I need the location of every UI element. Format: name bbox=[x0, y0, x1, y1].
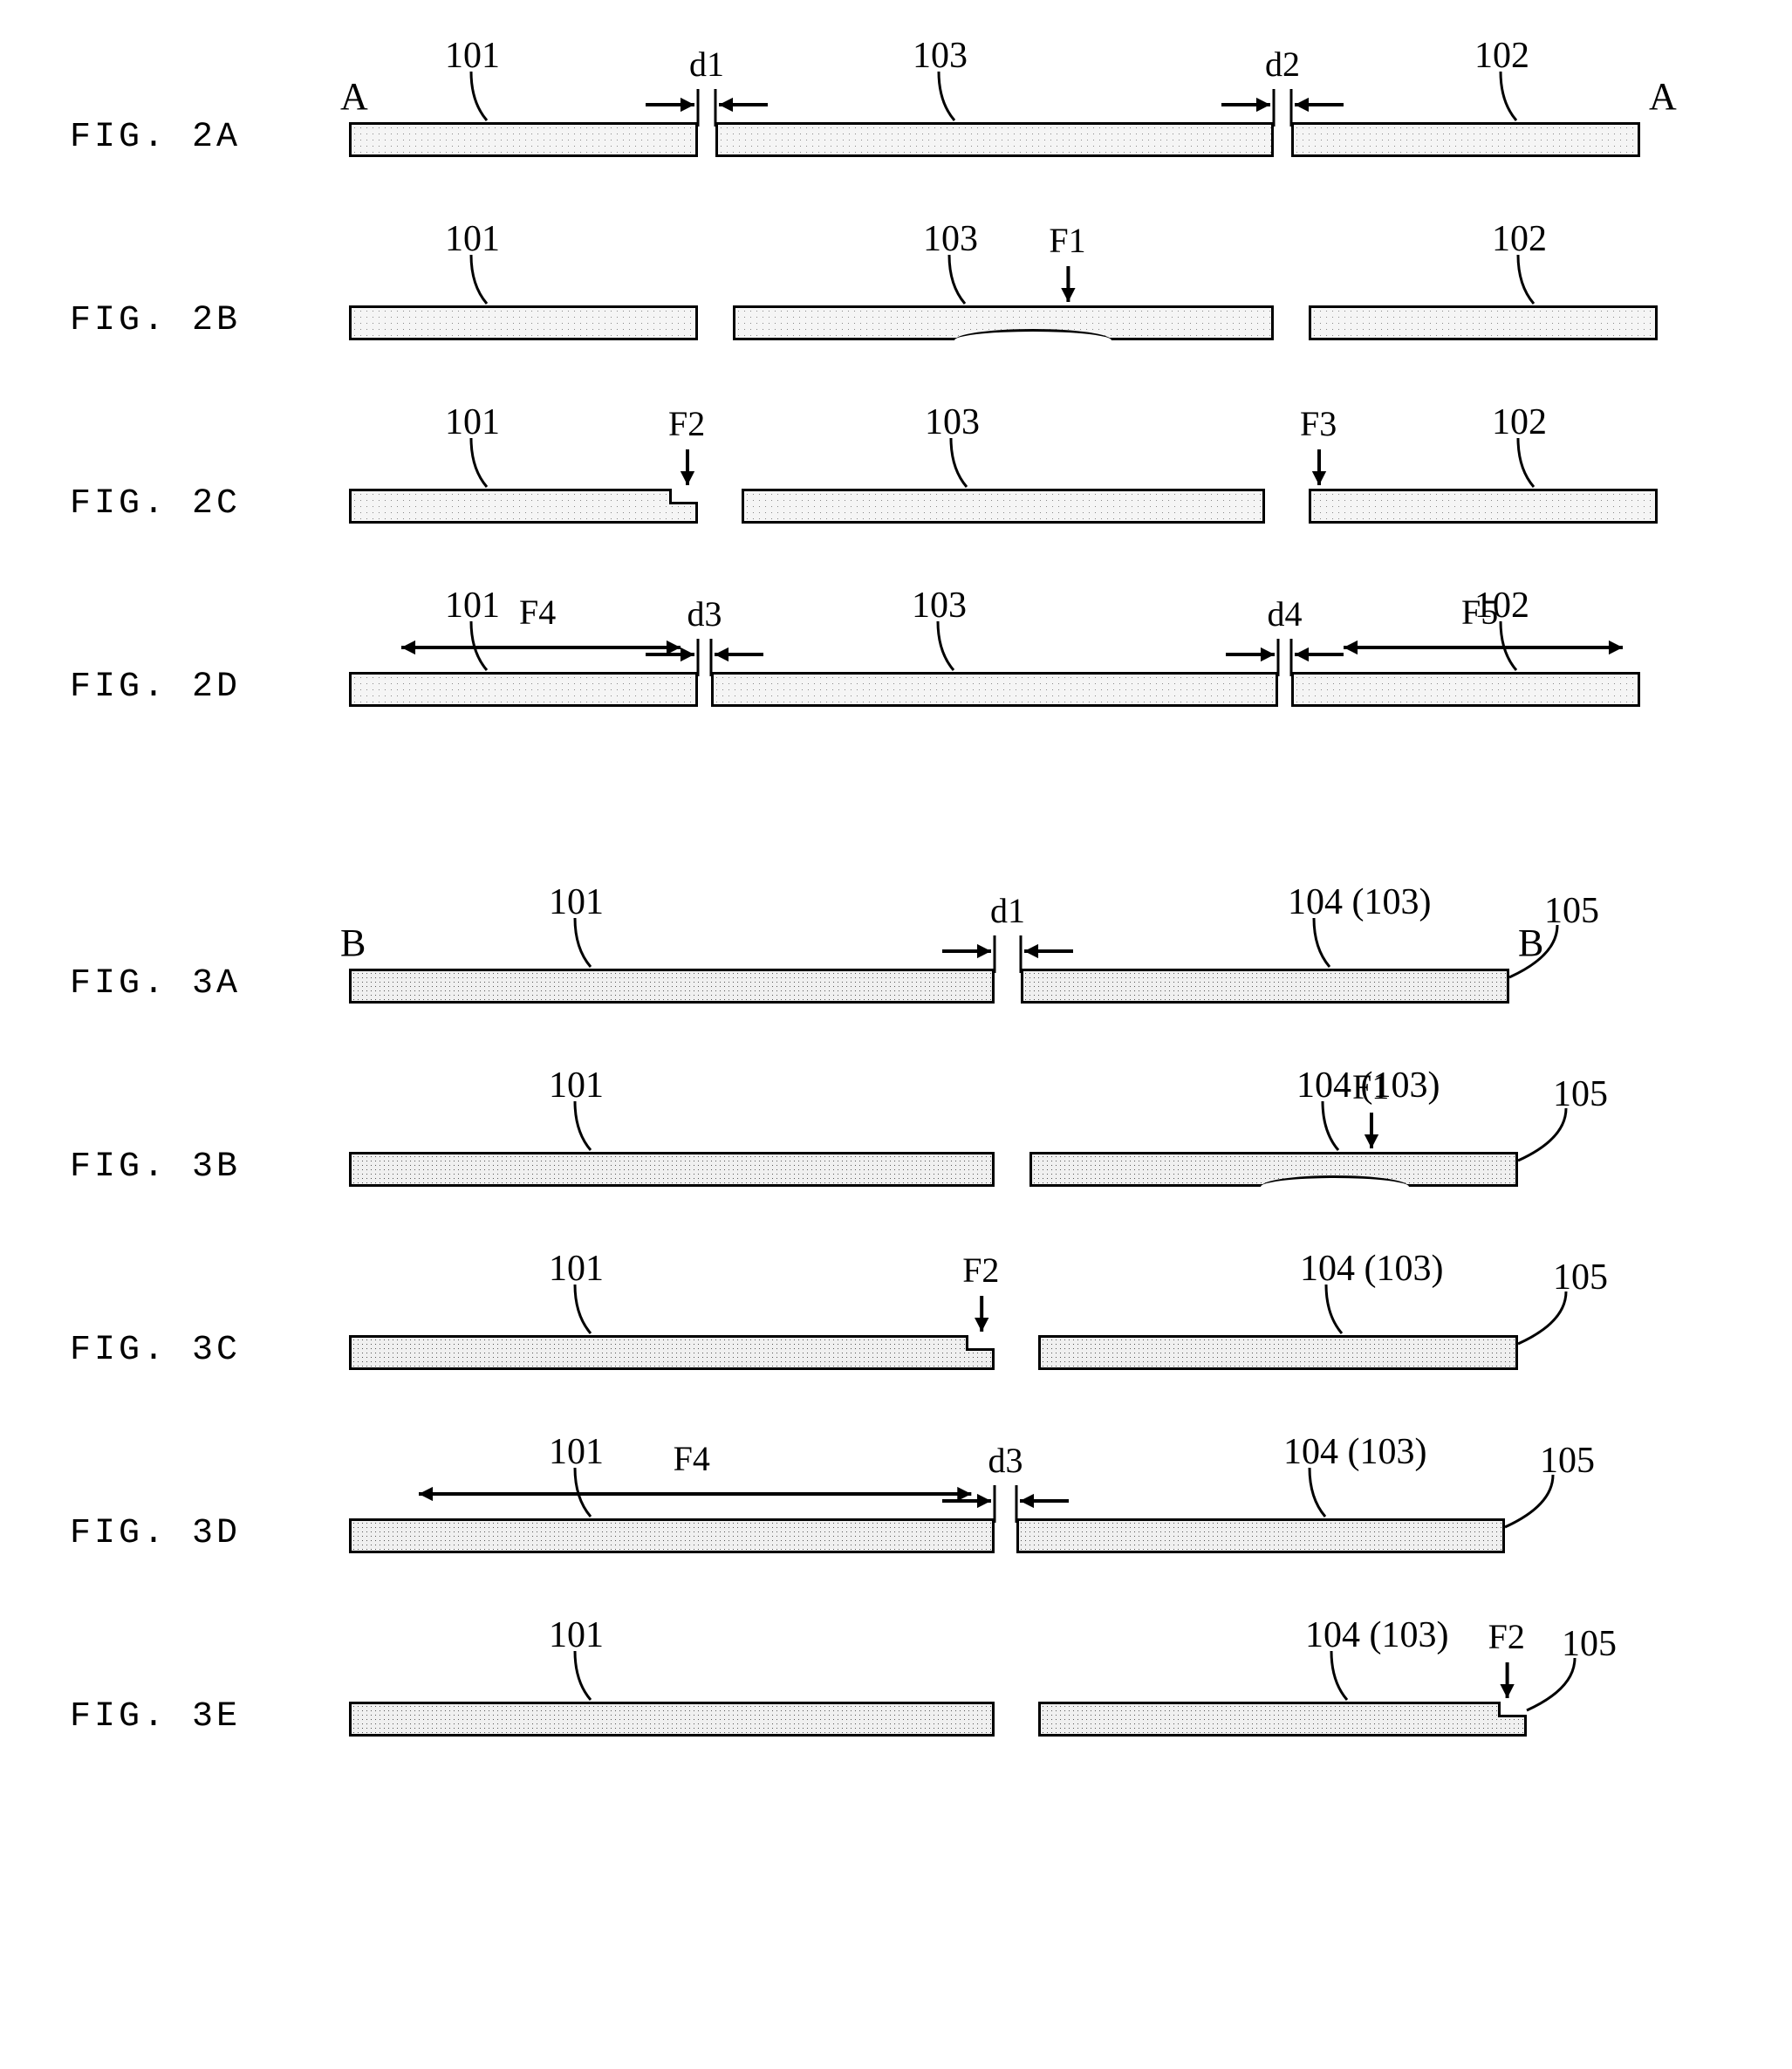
bar-101 bbox=[349, 122, 698, 157]
ref-label: 101 bbox=[549, 1065, 604, 1106]
figure-row-2C: FIG. 2C 101 103 102 F2 F3 bbox=[35, 401, 1757, 541]
ref-label: 102 bbox=[1492, 401, 1547, 443]
figure-label: FIG. 3D bbox=[70, 1514, 241, 1553]
figure-row-2A: FIG. 2A 101 103 102 A Ad1 d2 bbox=[35, 35, 1757, 175]
diagram-3A: 101104 (103)BB105d1 bbox=[332, 881, 1727, 1021]
bar-104 bbox=[1038, 1335, 1518, 1370]
ref-label: 102 bbox=[1474, 35, 1529, 77]
diagram-2B: 101 103 102 F1 bbox=[332, 218, 1727, 358]
diagram-2A: 101 103 102 A Ad1 d2 bbox=[332, 35, 1727, 175]
gap-label: d3 bbox=[988, 1440, 1023, 1481]
gap-label: d4 bbox=[1268, 593, 1303, 634]
ref-label: 101 bbox=[445, 401, 500, 443]
diagram-3E: 101 104 (103) 105 F2 bbox=[332, 1614, 1727, 1754]
bar-103 bbox=[733, 305, 1274, 340]
bar-101 bbox=[349, 1518, 995, 1553]
ref-label: 104 (103) bbox=[1288, 881, 1431, 923]
figure-label: FIG. 3C bbox=[70, 1331, 241, 1370]
ref-label: 101 bbox=[549, 1614, 604, 1656]
force-label: F4 bbox=[674, 1438, 710, 1479]
figure-row-3B: FIG. 3B101104 (103)105F1 bbox=[35, 1065, 1757, 1204]
bar-102 bbox=[1309, 489, 1658, 524]
diagram-2D: 101103102d3d4F4F5 bbox=[332, 585, 1727, 724]
gap-label: d1 bbox=[990, 890, 1025, 931]
figure-row-3D: FIG. 3D 101 104 (103) 105 d3 F4 bbox=[35, 1431, 1757, 1571]
force-label: F4 bbox=[519, 592, 556, 633]
figure-label: FIG. 2D bbox=[70, 668, 241, 707]
ref-label: 101 bbox=[549, 881, 604, 923]
bar-101 bbox=[349, 489, 698, 524]
bar-103 bbox=[711, 672, 1278, 707]
section-letter-right: A bbox=[1649, 74, 1677, 119]
ref-label: 105 bbox=[1544, 890, 1599, 932]
force-label: F1 bbox=[1049, 220, 1085, 261]
gap-label: d3 bbox=[687, 593, 722, 634]
ref-label: 103 bbox=[925, 401, 980, 443]
diagram-2C: 101 103 102 F2 F3 bbox=[332, 401, 1727, 541]
ref-label: 103 bbox=[913, 35, 968, 77]
ref-label: 105 bbox=[1540, 1440, 1595, 1482]
diagram-3B: 101104 (103)105F1 bbox=[332, 1065, 1727, 1204]
bar-102 bbox=[1309, 305, 1658, 340]
ref-label: 101 bbox=[549, 1431, 604, 1473]
figure-row-3A: FIG. 3A101104 (103)BB105d1 bbox=[35, 881, 1757, 1021]
bar-101 bbox=[349, 1702, 995, 1737]
force-label: F2 bbox=[1488, 1616, 1525, 1657]
figure-label: FIG. 3E bbox=[70, 1697, 241, 1737]
bar-103 bbox=[742, 489, 1265, 524]
bar-101 bbox=[349, 1152, 995, 1187]
ref-label: 103 bbox=[923, 218, 978, 260]
figure-label: FIG. 3A bbox=[70, 964, 241, 1004]
force-label: F2 bbox=[668, 403, 705, 444]
figure-set: FIG. 2A 101 103 102 A Ad1 d2 FIG. 2B 101 103 102 F1… bbox=[35, 35, 1757, 1754]
figure-label: FIG. 2A bbox=[70, 118, 241, 157]
ref-label: 103 bbox=[912, 585, 967, 627]
gap-label: d2 bbox=[1265, 44, 1300, 85]
bar-101 bbox=[349, 1335, 995, 1370]
figure-row-3C: FIG. 3C 101 104 (103) 105 F2 bbox=[35, 1248, 1757, 1387]
ref-label: 104 (103) bbox=[1300, 1248, 1443, 1290]
figure-label: FIG. 2B bbox=[70, 301, 241, 340]
bar-101 bbox=[349, 969, 995, 1004]
force-label: F5 bbox=[1461, 592, 1498, 633]
bar-104 bbox=[1021, 969, 1509, 1004]
bar-104 bbox=[1029, 1152, 1518, 1187]
ref-label: 101 bbox=[445, 35, 500, 77]
figure-row-2B: FIG. 2B 101 103 102 F1 bbox=[35, 218, 1757, 358]
ref-label: 104 (103) bbox=[1305, 1614, 1448, 1656]
gap-label: d1 bbox=[689, 44, 724, 85]
bar-103 bbox=[715, 122, 1274, 157]
bar-101 bbox=[349, 672, 698, 707]
force-label: F2 bbox=[962, 1250, 999, 1291]
ref-label: 105 bbox=[1553, 1257, 1608, 1298]
figure-label: FIG. 3B bbox=[70, 1148, 241, 1187]
diagram-3D: 101 104 (103) 105 d3 F4 bbox=[332, 1431, 1727, 1571]
ref-label: 105 bbox=[1562, 1623, 1617, 1665]
ref-label: 104 (103) bbox=[1283, 1431, 1426, 1473]
figure-row-3E: FIG. 3E 101 104 (103) 105 F2 bbox=[35, 1614, 1757, 1754]
section-letter-left: B bbox=[340, 921, 366, 965]
figure-row-2D: FIG. 2D101103102d3d4F4F5 bbox=[35, 585, 1757, 724]
figure-label: FIG. 2C bbox=[70, 484, 241, 524]
section-letter-right: B bbox=[1518, 921, 1543, 965]
section-letter-left: A bbox=[340, 74, 368, 119]
force-label: F3 bbox=[1300, 403, 1337, 444]
bar-102 bbox=[1291, 672, 1640, 707]
ref-label: 101 bbox=[549, 1248, 604, 1290]
ref-label: 101 bbox=[445, 585, 500, 627]
force-label: F1 bbox=[1352, 1066, 1389, 1107]
ref-label: 105 bbox=[1553, 1073, 1608, 1115]
bar-104 bbox=[1038, 1702, 1527, 1737]
bar-101 bbox=[349, 305, 698, 340]
diagram-3C: 101 104 (103) 105 F2 bbox=[332, 1248, 1727, 1387]
group-separator bbox=[35, 768, 1757, 881]
bar-104 bbox=[1016, 1518, 1505, 1553]
bar-102 bbox=[1291, 122, 1640, 157]
ref-label: 102 bbox=[1492, 218, 1547, 260]
ref-label: 101 bbox=[445, 218, 500, 260]
